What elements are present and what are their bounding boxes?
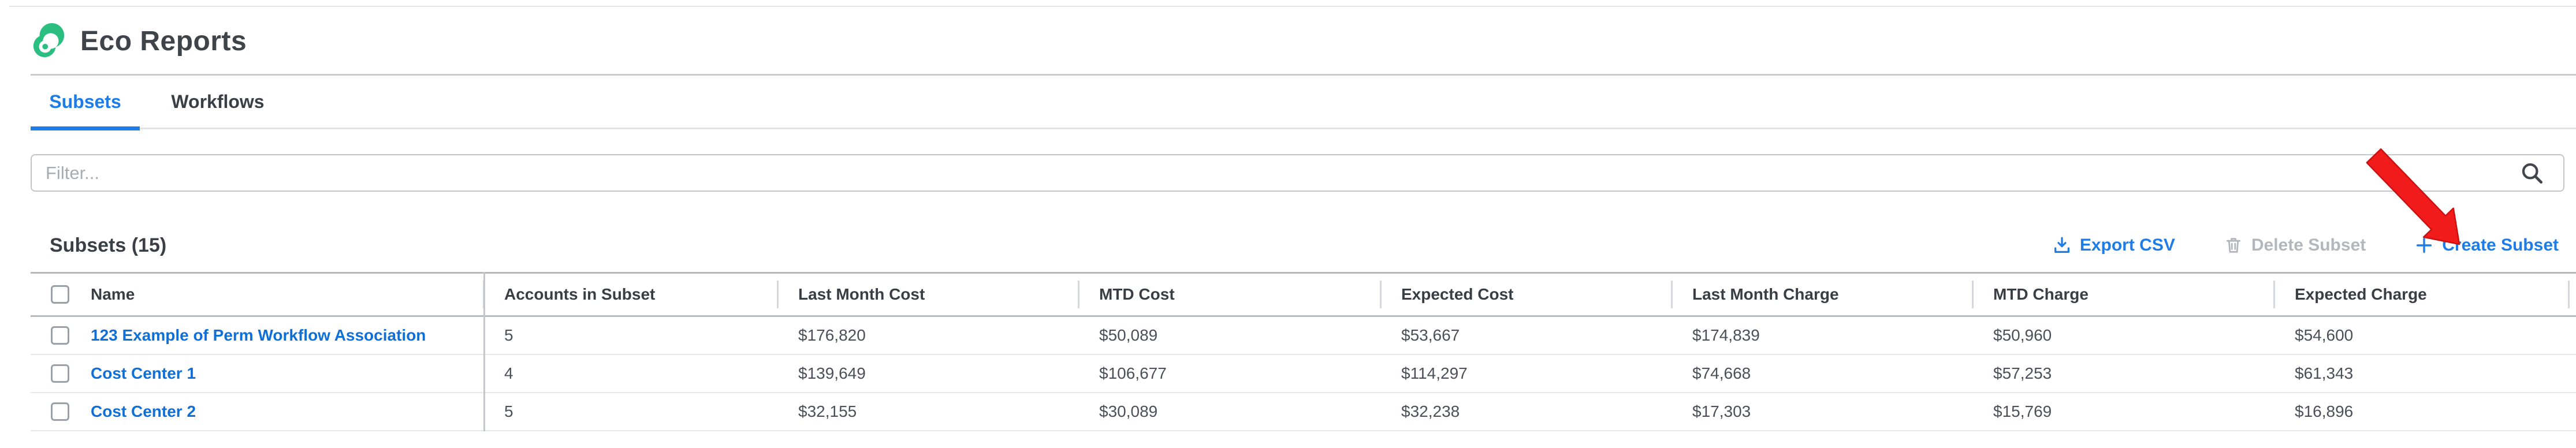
expected-charge-cell: $61,343 bbox=[2295, 364, 2354, 382]
trash-icon bbox=[2226, 238, 2240, 253]
last-month-cost-cell: $176,820 bbox=[798, 326, 866, 344]
mtd-charge-cell: $50,960 bbox=[1993, 326, 2052, 344]
page-title: Eco Reports bbox=[80, 25, 247, 57]
select-all-checkbox[interactable] bbox=[51, 285, 69, 304]
expected-cost-cell: $53,667 bbox=[1401, 326, 1460, 344]
header-expected-cost: Expected Cost bbox=[1380, 274, 1672, 315]
header-divider bbox=[31, 74, 2576, 76]
mtd-charge-cell: $57,253 bbox=[1993, 364, 2052, 382]
row-checkbox[interactable] bbox=[51, 326, 69, 345]
name-column-separator bbox=[483, 272, 485, 431]
header-name: Name bbox=[31, 274, 483, 315]
header-mtd-cost: MTD Cost bbox=[1078, 274, 1380, 315]
action-buttons: Export CSV Delete Subset Create Subset bbox=[2052, 236, 2559, 255]
header-last-month-cost: Last Month Cost bbox=[777, 274, 1078, 315]
search-icon bbox=[2522, 163, 2543, 184]
eco-logo-icon bbox=[33, 23, 65, 58]
expected-cost-cell: $114,297 bbox=[1401, 364, 1468, 382]
expected-charge-cell: $16,896 bbox=[2295, 402, 2354, 420]
table-row: 123 Example of Perm Workflow Association… bbox=[31, 317, 2576, 355]
last-month-charge-cell: $174,839 bbox=[1692, 326, 1760, 344]
tab-workflows[interactable]: Workflows bbox=[171, 91, 265, 112]
header-name-label: Name bbox=[91, 285, 135, 303]
table-row: Cost Center 1 4 $139,649 $106,677 $114,2… bbox=[31, 355, 2576, 393]
top-edge-line bbox=[9, 6, 2576, 7]
header-expected-charge: Expected Charge bbox=[2274, 274, 2576, 315]
row-checkbox[interactable] bbox=[51, 402, 69, 421]
subset-name-link[interactable]: Cost Center 2 bbox=[91, 402, 196, 420]
plus-icon bbox=[2417, 237, 2432, 253]
subset-name-link[interactable]: 123 Example of Perm Workflow Association bbox=[91, 326, 426, 344]
row-checkbox[interactable] bbox=[51, 364, 69, 383]
mtd-cost-cell: $50,089 bbox=[1099, 326, 1158, 344]
app-header: Eco Reports bbox=[0, 0, 2576, 59]
delete-subset-button[interactable]: Delete Subset bbox=[2224, 236, 2366, 255]
last-month-charge-cell: $74,668 bbox=[1692, 364, 1751, 382]
export-csv-label: Export CSV bbox=[2079, 236, 2175, 255]
expected-cost-cell: $32,238 bbox=[1401, 402, 1460, 420]
header-accounts: Accounts in Subset bbox=[483, 274, 777, 315]
accounts-cell: 4 bbox=[504, 364, 513, 382]
list-header: Subsets (15) Export CSV Delete Subset bbox=[50, 232, 2559, 259]
table-header-row: Name Accounts in Subset Last Month Cost … bbox=[31, 272, 2576, 317]
accounts-cell: 5 bbox=[504, 402, 513, 420]
create-subset-label: Create Subset bbox=[2442, 236, 2559, 255]
mtd-cost-cell: $106,677 bbox=[1099, 364, 1167, 382]
expected-charge-cell: $54,600 bbox=[2295, 326, 2354, 344]
table-row: Cost Center 2 5 $32,155 $30,089 $32,238 … bbox=[31, 393, 2576, 431]
last-month-cost-cell: $139,649 bbox=[798, 364, 866, 382]
header-mtd-charge: MTD Charge bbox=[1972, 274, 2274, 315]
section-title: Subsets (15) bbox=[50, 234, 167, 256]
delete-subset-label: Delete Subset bbox=[2251, 236, 2366, 255]
filter-input[interactable] bbox=[31, 154, 2564, 192]
subset-name-link[interactable]: Cost Center 1 bbox=[91, 364, 196, 382]
accounts-cell: 5 bbox=[504, 326, 513, 344]
header-last-month-charge: Last Month Charge bbox=[1672, 274, 1972, 315]
subsets-table: Name Accounts in Subset Last Month Cost … bbox=[31, 272, 2576, 431]
mtd-charge-cell: $15,769 bbox=[1993, 402, 2052, 420]
tab-bar: Subsets Workflows bbox=[31, 76, 2576, 130]
tab-subsets[interactable]: Subsets bbox=[31, 76, 140, 130]
download-icon bbox=[2054, 237, 2069, 253]
last-month-charge-cell: $17,303 bbox=[1692, 402, 1751, 420]
mtd-cost-cell: $30,089 bbox=[1099, 402, 1158, 420]
last-month-cost-cell: $32,155 bbox=[798, 402, 857, 420]
export-csv-button[interactable]: Export CSV bbox=[2052, 236, 2175, 255]
filter-bar bbox=[31, 154, 2564, 192]
create-subset-button[interactable]: Create Subset bbox=[2414, 236, 2559, 255]
